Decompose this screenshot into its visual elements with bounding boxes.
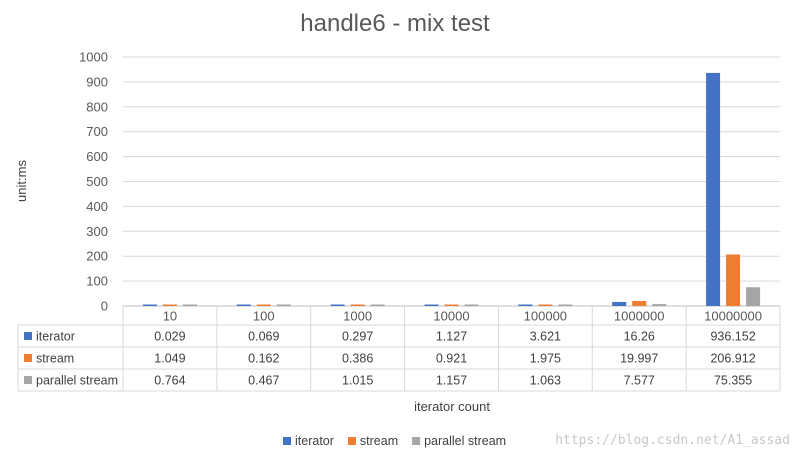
data-label: 0.297 [342,330,373,344]
watermark: https://blog.csdn.net/A1_assad [555,433,790,448]
bar-stream [162,304,177,306]
bar-iterator [330,304,345,306]
data-label: 0.069 [248,330,279,344]
x-tick-label: 10000000 [704,309,762,324]
gridlines [123,56,780,307]
bar-iterator [424,304,439,306]
data-label: 936.152 [710,330,755,344]
data-label: 0.921 [436,352,467,366]
bars [142,72,761,306]
bar-parallel-stream [652,304,667,306]
bar-parallel-stream [558,304,573,306]
data-label: 16.26 [624,330,655,344]
y-tick-label: 1000 [79,50,108,65]
data-label: 0.029 [154,330,185,344]
bar-iterator [236,304,251,306]
x-tick-label: 1000000 [614,309,665,324]
y-tick-label: 0 [101,299,108,314]
x-tick-label: 1000 [343,309,372,324]
bar-parallel-stream [182,304,197,306]
legend-label: stream [360,434,398,448]
y-tick-label: 400 [86,199,108,214]
y-tick-label: 900 [86,74,108,89]
data-label: 1.975 [530,352,561,366]
data-label: 1.015 [342,374,373,388]
legend-swatch [347,437,356,445]
bar-iterator [142,304,157,306]
data-label: 0.467 [248,374,279,388]
bar-stream [256,304,271,306]
table-legend-key [24,332,32,340]
data-label: 0.162 [248,352,279,366]
bar-stream [632,301,647,306]
y-axis-label: unit:ms [14,160,29,202]
data-label: 75.355 [714,374,752,388]
table-legend-key [24,354,32,362]
y-tick-label: 700 [86,124,108,139]
legend-swatch [283,437,291,445]
y-tick-label: 600 [86,149,108,164]
bar-stream [350,304,365,306]
x-tick-label: 100000 [524,309,567,324]
data-label: 206.912 [710,352,755,366]
data-label: 7.577 [624,374,655,388]
y-tick-label: 100 [86,274,108,289]
x-tick-label: 10 [163,309,177,324]
bar-iterator [706,72,721,306]
legend: iterator stream parallel stream [283,434,506,448]
data-label: 0.386 [342,352,373,366]
data-label: 1.157 [436,374,467,388]
x-tick-label: 10000 [433,309,469,324]
data-label: 1.063 [530,374,561,388]
table-row-label: parallel stream [36,374,118,388]
legend-swatch [412,437,421,445]
chart-title: handle6 - mix test [300,10,490,37]
bar-parallel-stream [370,304,385,306]
data-label: 19.997 [620,352,658,366]
table-row-label: stream [36,352,74,366]
x-tick-label: 100 [253,309,275,324]
bar-stream [726,254,741,306]
y-tick-label: 800 [86,99,108,114]
y-tick-label: 200 [86,249,108,264]
data-label: 1.049 [154,352,185,366]
x-axis-label: iterator count [414,399,490,414]
bar-parallel-stream [276,304,291,306]
legend-label: iterator [295,434,334,448]
bar-iterator [612,301,627,306]
table-legend-key [24,376,32,384]
y-tick-label: 500 [86,174,108,189]
data-label: 3.621 [530,330,561,344]
table-row-label: iterator [36,330,75,344]
y-tick-label: 300 [86,224,108,239]
bar-parallel-stream [464,304,479,306]
data-label: 0.764 [154,374,185,388]
bar-parallel-stream [746,287,761,306]
bar-stream [444,304,459,306]
bar-iterator [518,304,533,306]
data-label: 1.127 [436,330,467,344]
bar-stream [538,304,553,306]
data-table: 10 100 1000 10000 100000 1000000 10000000 itera… [17,306,781,392]
y-tick-labels: 0 100 200 300 400 500 600 700 800 900 1000 [79,50,108,314]
legend-label: parallel stream [424,434,506,448]
